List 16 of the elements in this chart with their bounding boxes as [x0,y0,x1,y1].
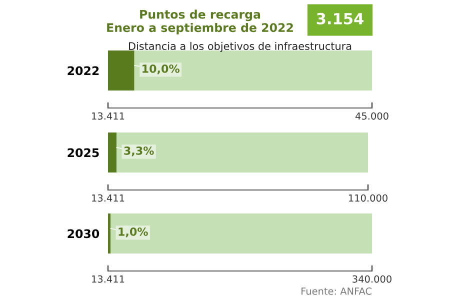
chart-title: Puntos de recarga Enero a septiembre de 2022 [107,10,293,34]
y-tick-label: 2022 [68,66,99,76]
x-tick-label: 13.411 [92,194,124,202]
y-tick-label: 2030 [68,229,100,238]
text: Distancia a los objetivos de infraestructura [129,42,352,52]
source-note: Fuente: ANFAC [302,287,372,295]
annotation: 1,0% [118,227,148,238]
x-tick-label: 45.000 [355,112,388,120]
text: 3.154 [316,12,364,24]
x-tick-label: 110.000 [348,194,388,202]
annotation: 10,0% [142,64,180,74]
x-tick-label: 340.000 [352,275,392,283]
y-tick-label: 2025 [68,148,99,158]
annotation: 3,3% [124,146,154,156]
x-tick-label: 13.411 [92,112,124,120]
x-tick-label: 13.411 [92,275,124,283]
